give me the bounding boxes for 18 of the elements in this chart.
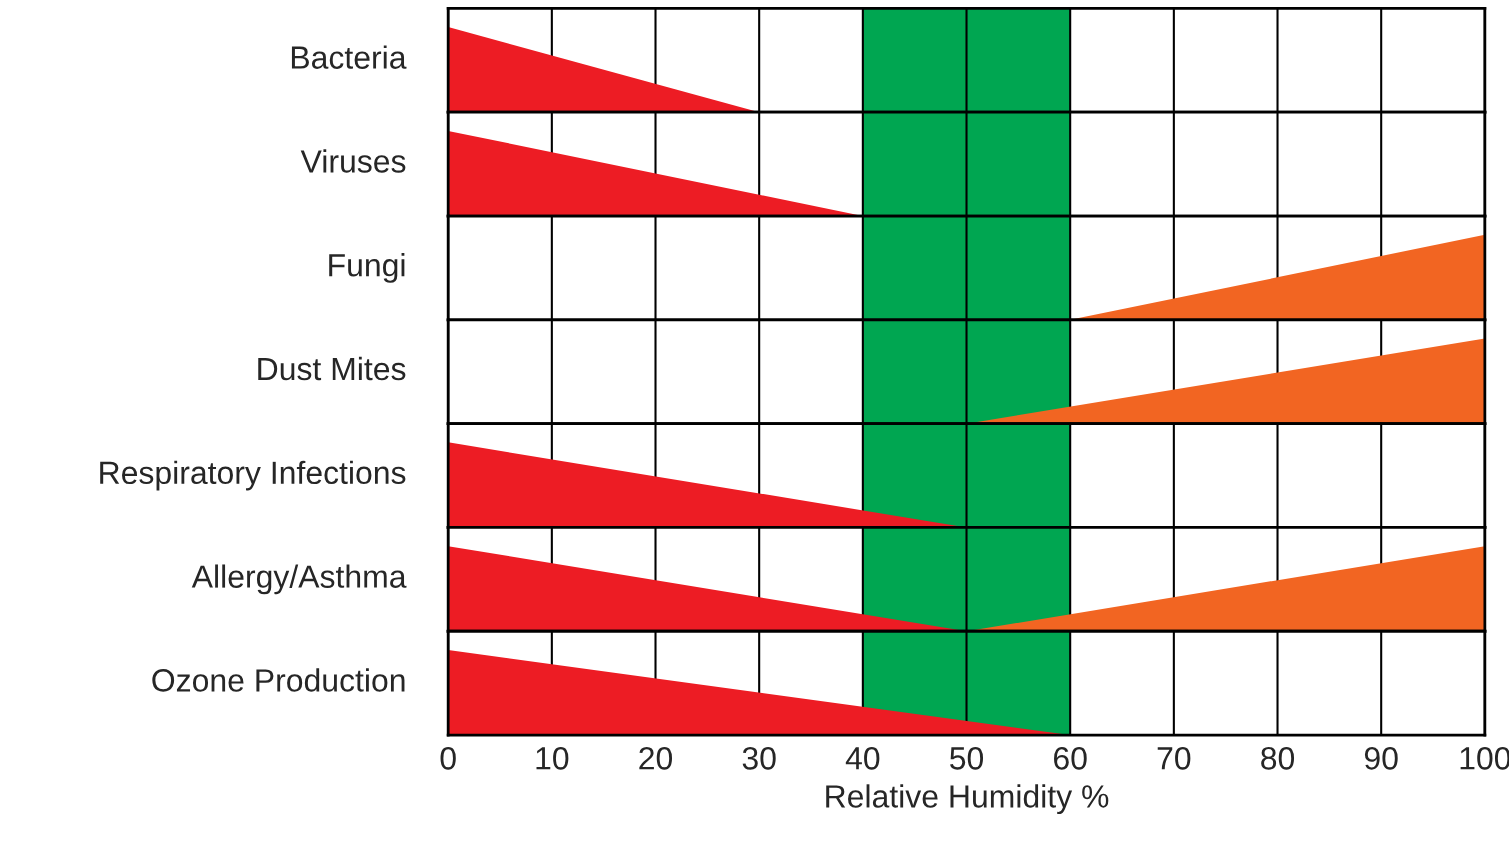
x-tick-label: 30 [742,747,776,770]
y-axis-title: Fungi [329,253,405,283]
x-tick-label: 70 [1157,747,1191,770]
y-axis-title: Viruses [300,149,406,173]
x-tick-label: 10 [536,747,569,770]
x-tick-label: 0 [440,747,456,770]
y-axis-title: Allergy/Asthma [191,564,407,595]
x-tick-label: 20 [639,747,673,770]
y-axis-title: Dust Mites [258,356,406,381]
x-tick-label: 40 [845,747,880,770]
y-axis-title: Ozone Production [152,668,405,692]
y-axis-title: Bacteria [291,45,407,69]
x-tick-label: 60 [1054,747,1087,770]
y-axis-title: Respiratory Infections [100,460,406,491]
x-axis-title: Relative Humidity % [826,784,1109,815]
x-tick-label: 90 [1364,747,1398,770]
x-tick-label: 80 [1261,747,1295,770]
x-tick-label: 50 [950,747,984,770]
